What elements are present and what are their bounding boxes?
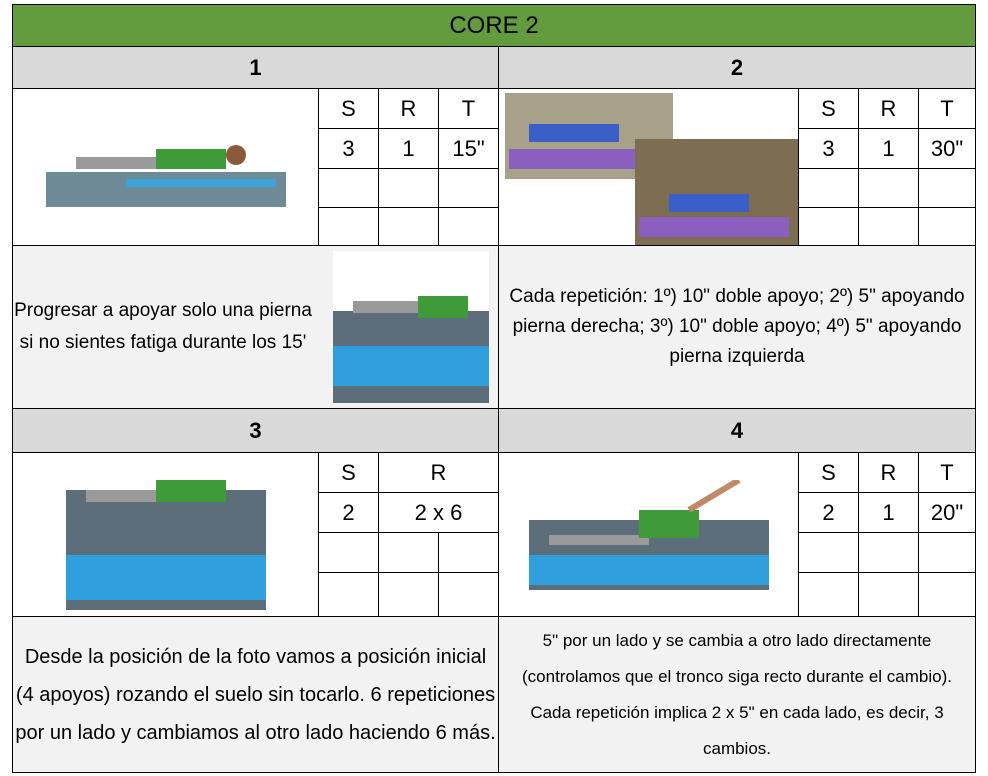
empty-cell	[858, 572, 919, 617]
empty-cell	[858, 532, 919, 573]
sheet-title: CORE 2	[12, 4, 976, 47]
empty-cell	[918, 532, 976, 573]
empty-cell	[318, 572, 379, 617]
description: Cada repetición: 1º) 10" doble apoyo; 2º…	[498, 245, 976, 409]
bird-dog-illustration	[65, 479, 266, 610]
grid-header: R	[378, 452, 499, 493]
empty-cell	[438, 168, 499, 208]
grid-value: 2	[798, 492, 859, 533]
grid-header: R	[858, 88, 919, 129]
plank-variant-illustration	[333, 251, 489, 403]
empty-cell	[918, 207, 976, 246]
description: Desde la posición de la foto vamos a pos…	[12, 616, 499, 773]
empty-cell	[318, 207, 379, 246]
empty-cell	[798, 572, 859, 617]
empty-cell	[918, 572, 976, 617]
description-cell: Progresar a apoyar solo una pierna si no…	[12, 245, 499, 409]
empty-cell	[438, 532, 499, 573]
grid-value: 3	[318, 128, 379, 169]
empty-cell	[858, 207, 919, 246]
empty-cell	[918, 168, 976, 208]
photo	[498, 452, 799, 617]
grid-value: 3	[798, 128, 859, 169]
empty-cell	[438, 572, 499, 617]
grid-value: 1	[858, 128, 919, 169]
grid-header: T	[918, 452, 976, 493]
grid-value: 15"	[438, 128, 499, 169]
bridge-illustration	[505, 93, 798, 245]
grid-value: 1	[378, 128, 439, 169]
grid-value: 2	[318, 492, 379, 533]
empty-cell	[318, 532, 379, 573]
grid-header: R	[858, 452, 919, 493]
grid-header: S	[318, 88, 379, 129]
empty-cell	[378, 207, 439, 246]
empty-cell	[378, 532, 439, 573]
empty-cell	[798, 532, 859, 573]
grid-header: T	[438, 88, 499, 129]
side-plank-illustration	[528, 479, 769, 590]
exercise-number: 2	[498, 46, 976, 89]
exercise-number: 3	[12, 408, 499, 453]
exercise-number: 1	[12, 46, 499, 89]
grid-header: R	[378, 88, 439, 129]
empty-cell	[858, 168, 919, 208]
photo	[498, 88, 799, 246]
empty-cell	[798, 207, 859, 246]
empty-cell	[378, 168, 439, 208]
photo	[12, 452, 319, 617]
exercise-number: 4	[498, 408, 976, 453]
empty-cell	[318, 168, 379, 208]
photo	[12, 88, 319, 246]
grid-value: 30"	[918, 128, 976, 169]
grid-header: S	[318, 452, 379, 493]
grid-value: 1	[858, 492, 919, 533]
grid-header: T	[918, 88, 976, 129]
plank-illustration	[45, 145, 286, 207]
grid-header: S	[798, 452, 859, 493]
grid-value: 20"	[918, 492, 976, 533]
grid-header: S	[798, 88, 859, 129]
empty-cell	[798, 168, 859, 208]
empty-cell	[438, 207, 499, 246]
description: Progresar a apoyar solo una pierna si no…	[14, 300, 312, 353]
grid-value: 2 x 6	[378, 492, 499, 533]
description: 5" por un lado y se cambia a otro lado d…	[498, 616, 976, 773]
empty-cell	[378, 572, 439, 617]
